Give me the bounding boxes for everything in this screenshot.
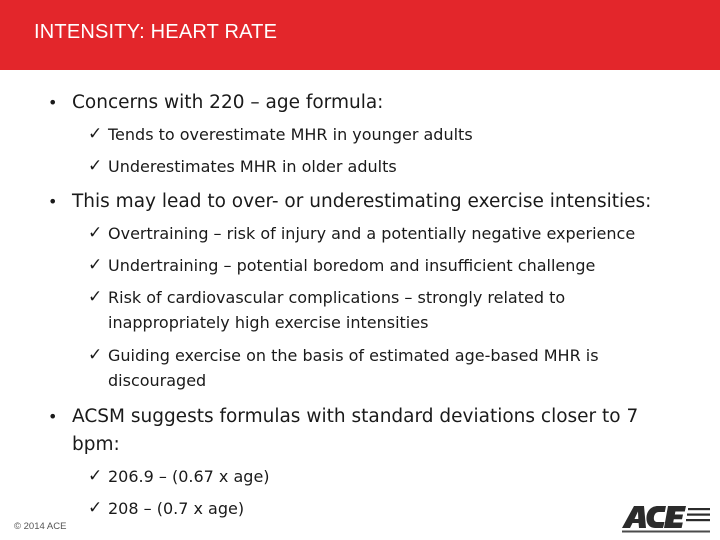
checkmark-icon: ✓ bbox=[88, 287, 103, 307]
checkmark-icon: ✓ bbox=[88, 466, 103, 486]
logo-stripe bbox=[688, 508, 710, 511]
logo-letter-e bbox=[664, 506, 686, 528]
title-bar: INTENSITY: HEART RATE bbox=[0, 0, 720, 70]
sub-item-text: 208 – (0.7 x age) bbox=[108, 499, 245, 518]
bullet-acsm: • ACSM suggests formulas with standard d… bbox=[48, 403, 688, 459]
sub-item-text: Overtraining – risk of injury and a pote… bbox=[108, 224, 636, 243]
bullet-dot-icon: • bbox=[48, 192, 58, 211]
checkmark-icon: ✓ bbox=[88, 345, 103, 365]
sub-item-text: 206.9 – (0.67 x age) bbox=[108, 467, 270, 486]
bullet-text: ACSM suggests formulas with standard dev… bbox=[72, 406, 639, 455]
sub-item: ✓ Overtraining – risk of injury and a po… bbox=[88, 221, 708, 246]
sub-item-text: Undertraining – potential boredom and in… bbox=[108, 256, 596, 275]
ace-logo bbox=[622, 506, 710, 533]
sub-item: ✓ Tends to overestimate MHR in younger a… bbox=[88, 122, 528, 147]
bullet-dot-icon: • bbox=[48, 407, 58, 426]
logo-letter-a-counter bbox=[634, 511, 639, 519]
sub-item: ✓ Risk of cardiovascular complications –… bbox=[88, 285, 648, 335]
logo-letter-a bbox=[622, 506, 646, 528]
logo-tagline-rule bbox=[622, 530, 710, 533]
bullet-dot-icon: • bbox=[48, 93, 58, 112]
sub-item-text: Risk of cardiovascular complications – s… bbox=[108, 288, 566, 332]
sub-item: ✓ Guiding exercise on the basis of estim… bbox=[88, 343, 668, 393]
logo-stripe bbox=[687, 513, 710, 516]
checkmark-icon: ✓ bbox=[88, 255, 103, 275]
sub-item: ✓ 206.9 – (0.67 x age) bbox=[88, 464, 388, 489]
sub-item-text: Guiding exercise on the basis of estimat… bbox=[108, 346, 599, 390]
bullet-concerns: • Concerns with 220 – age formula: bbox=[48, 89, 383, 117]
checkmark-icon: ✓ bbox=[88, 498, 103, 518]
bullet-text: Concerns with 220 – age formula: bbox=[72, 92, 384, 113]
sub-item-text: Underestimates MHR in older adults bbox=[108, 157, 397, 176]
slide-title: INTENSITY: HEART RATE bbox=[34, 21, 278, 43]
checkmark-icon: ✓ bbox=[88, 156, 103, 176]
checkmark-icon: ✓ bbox=[88, 124, 103, 144]
sub-item-text: Tends to overestimate MHR in younger adu… bbox=[108, 125, 473, 144]
logo-stripe bbox=[686, 519, 710, 522]
logo-letter-c bbox=[646, 506, 666, 528]
bullet-text: This may lead to over- or underestimatin… bbox=[72, 191, 652, 212]
copyright-notice: © 2014 ACE bbox=[14, 521, 67, 532]
sub-item: ✓ Underestimates MHR in older adults bbox=[88, 154, 528, 179]
sub-item: ✓ Undertraining – potential boredom and … bbox=[88, 253, 708, 278]
bullet-intensities: • This may lead to over- or underestimat… bbox=[48, 188, 708, 216]
checkmark-icon: ✓ bbox=[88, 223, 103, 243]
sub-item: ✓ 208 – (0.7 x age) bbox=[88, 496, 388, 521]
